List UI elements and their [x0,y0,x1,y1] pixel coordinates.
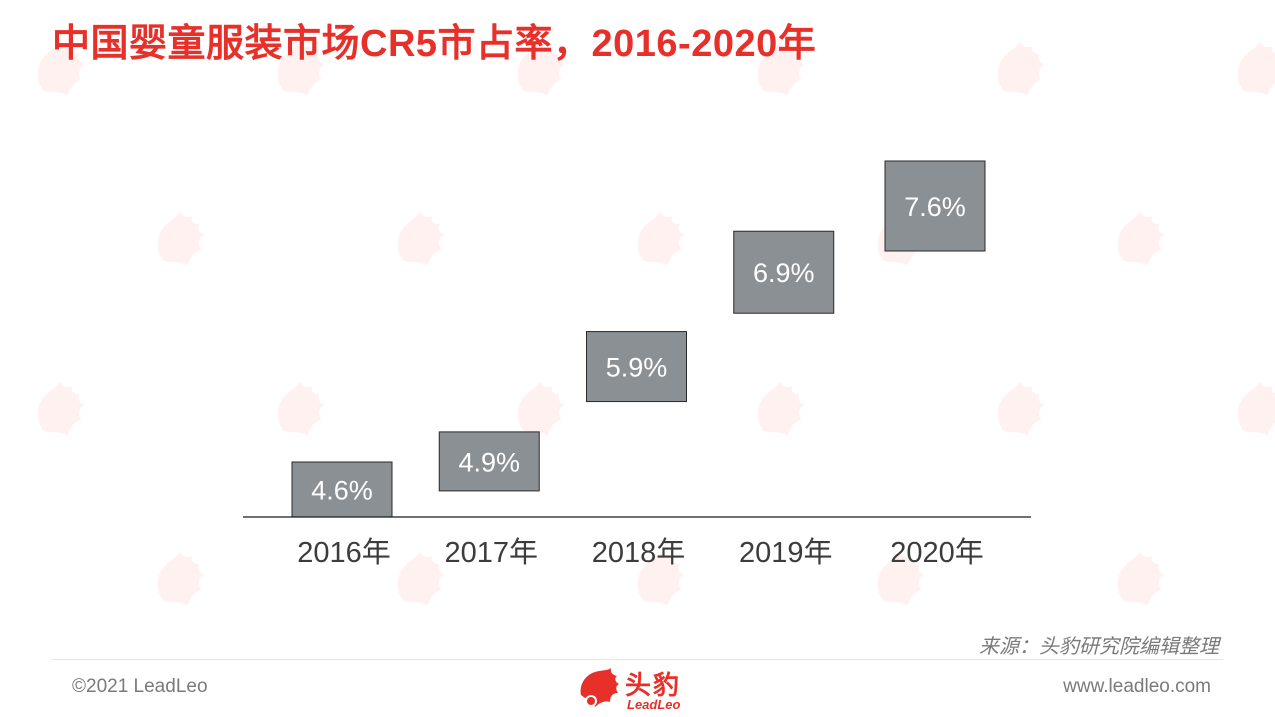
page-title: 中国婴童服装市场CR5市占率，2016-2020年 [52,23,817,65]
x-tick-label-1: 2017年 [444,536,538,569]
bar-0 [291,461,393,518]
x-tick-label-0: 2016年 [297,536,391,569]
bar-value-label-0: 4.6% [311,476,373,506]
bar-3 [733,230,835,314]
bar-4 [884,160,986,252]
x-tick-label-2: 2018年 [592,536,686,569]
leopard-logo-icon [580,668,619,707]
website-url: www.leadleo.com [1063,676,1211,697]
leadleo-logo: 头豹 LeadLeo [577,663,707,715]
bar-value-label-4: 7.6% [904,192,966,222]
bar-value-label-1: 4.9% [458,447,520,477]
x-tick-label-3: 2019年 [739,536,833,569]
bar-value-label-3: 6.9% [753,258,815,288]
bar-value-label-2: 5.9% [606,353,668,383]
logo-cn-text: 头豹 [625,670,682,700]
bar-2 [586,331,687,403]
logo-en-text: LeadLeo [627,697,681,712]
x-tick-label-4: 2020年 [890,536,984,569]
bar-1 [438,431,540,492]
source-note: 来源：头豹研究院编辑整理 [979,636,1219,658]
footer-divider [52,659,1223,660]
copyright-text: ©2021 LeadLeo [72,676,208,697]
